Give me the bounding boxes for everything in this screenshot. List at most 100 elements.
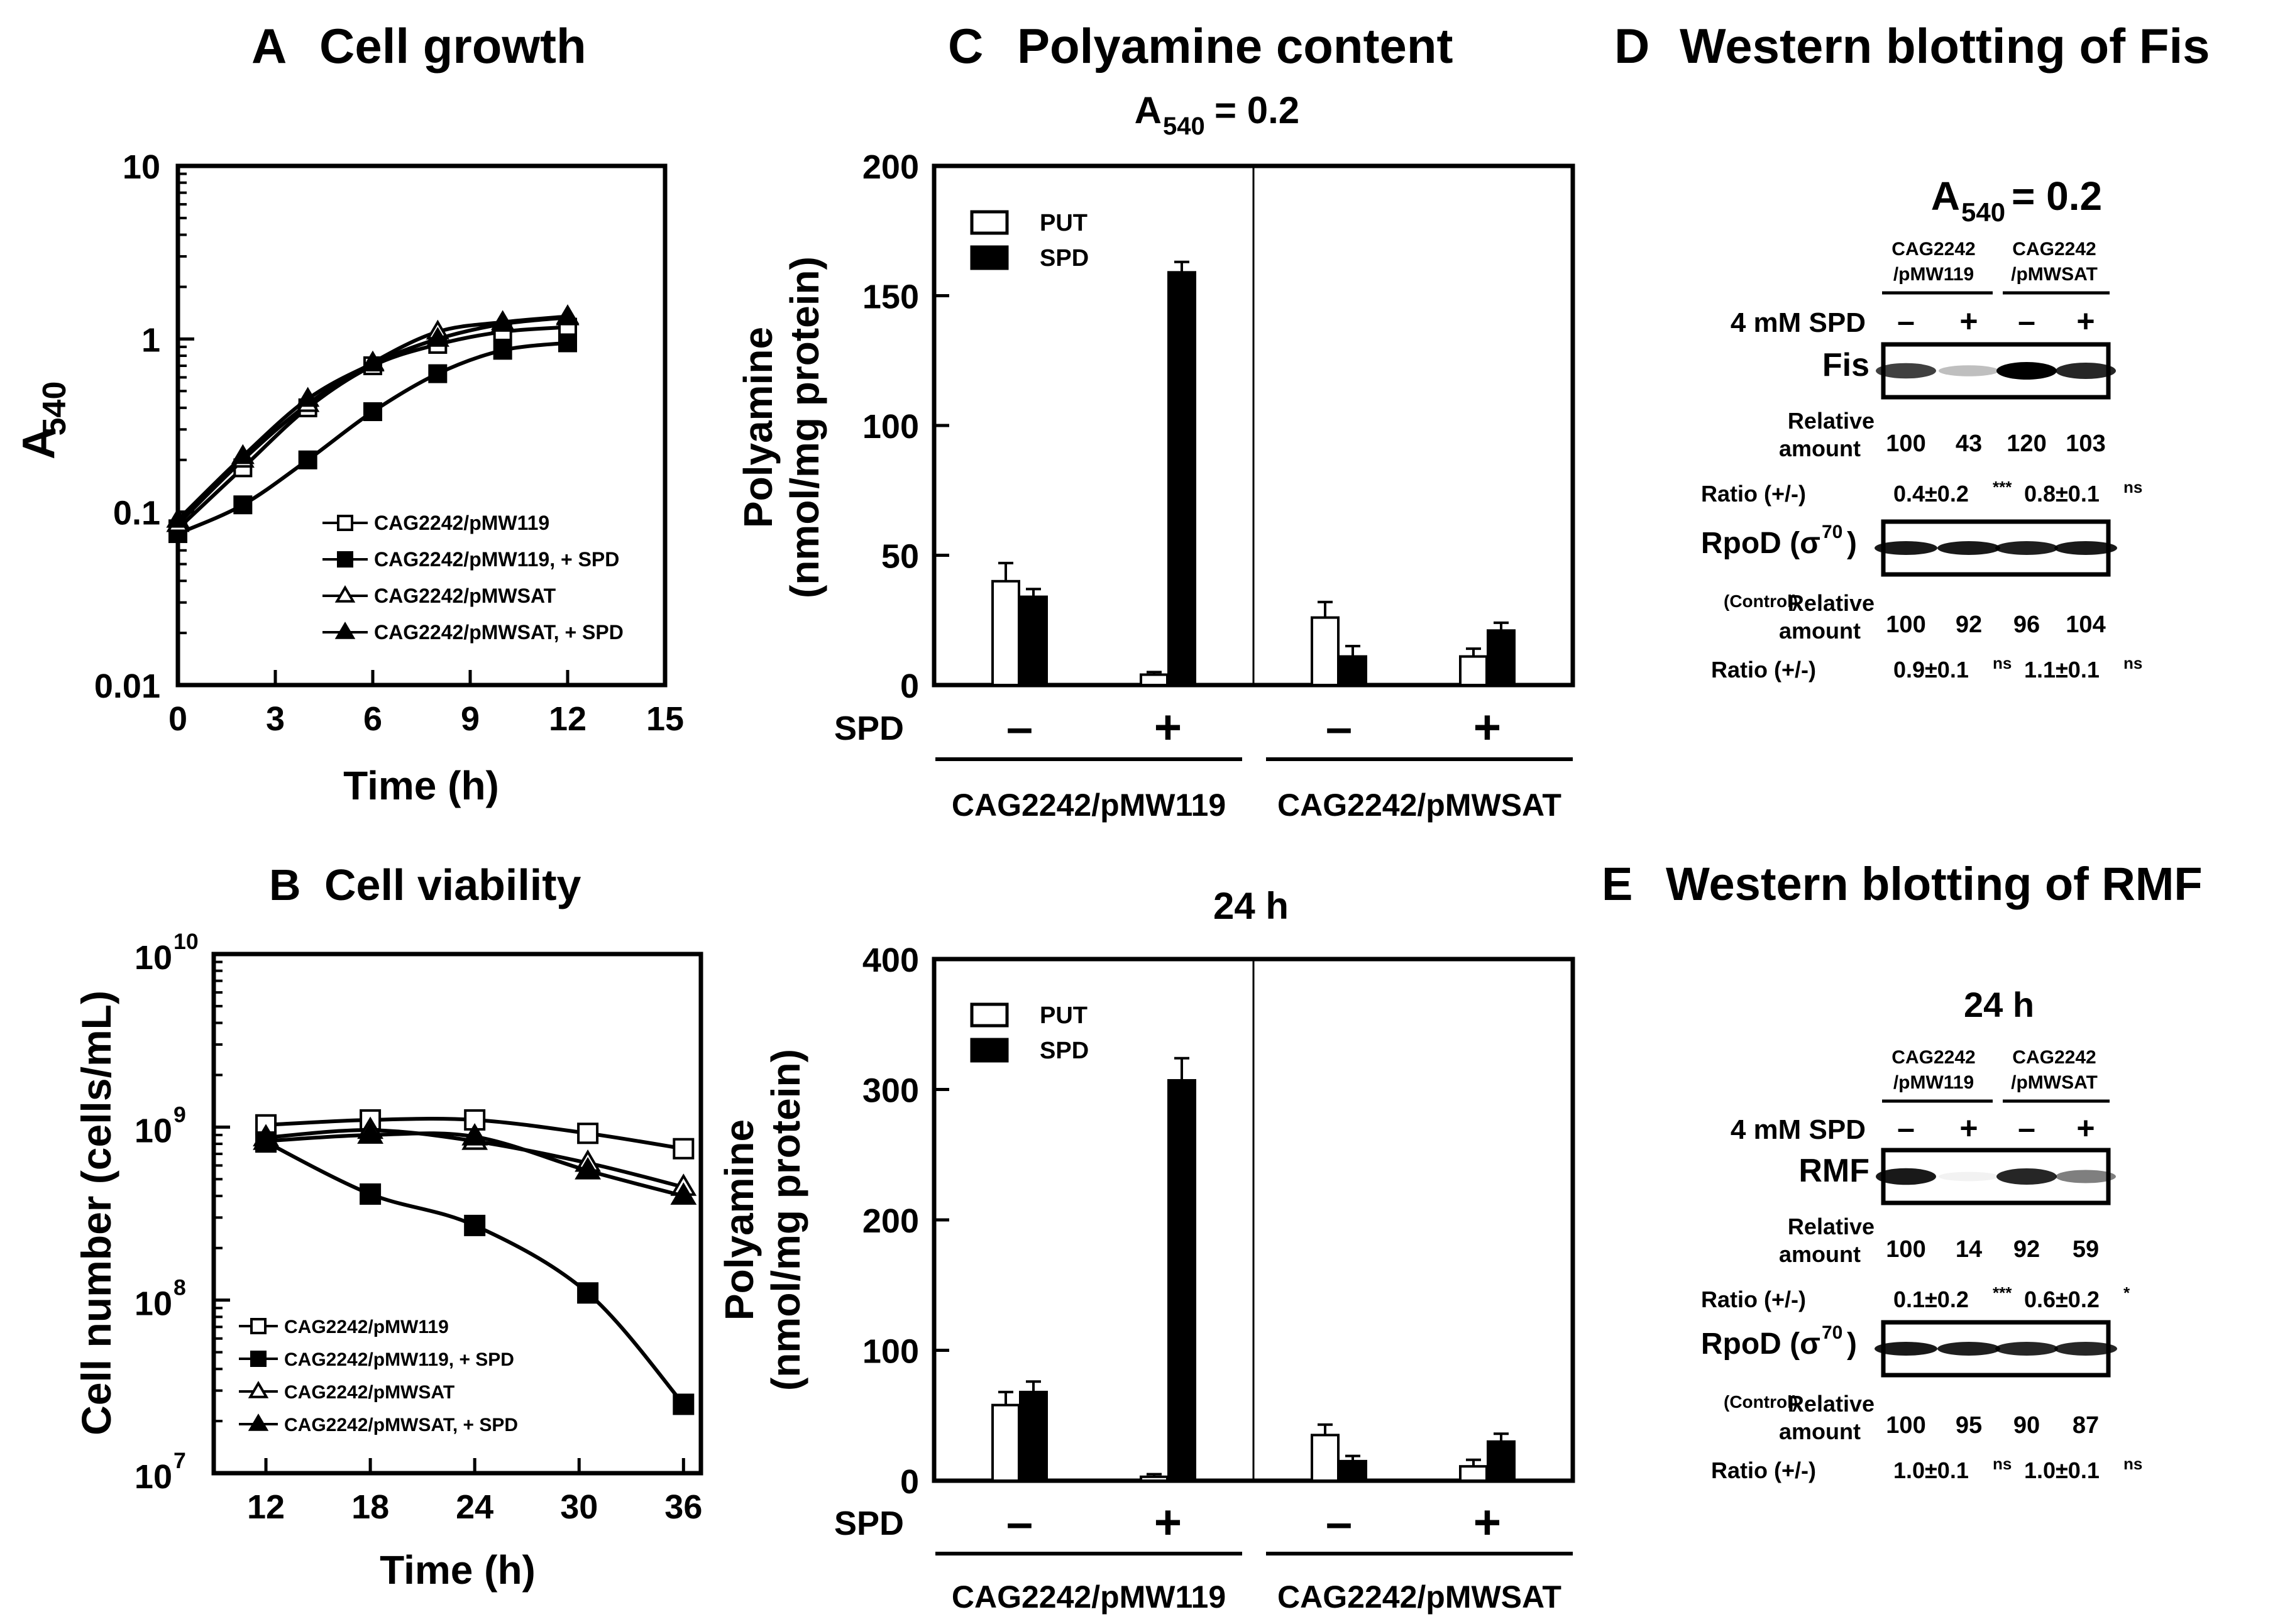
y-tick-label: 0.1 <box>113 495 160 532</box>
polyamine-content-24h-chart: 24 h 0 100 200 300 400 PUT SPD – + – + SPD CAG2242… <box>717 885 1575 1615</box>
y-tick-label: 1 <box>141 321 160 359</box>
spd-bar <box>1019 1390 1048 1482</box>
x-tick-label: 3 <box>266 700 285 738</box>
cell-viability-frame <box>211 952 703 1476</box>
y-tick-label: 150 <box>862 278 919 316</box>
y-tick-label: 0 <box>900 667 919 705</box>
spd-bar <box>1019 595 1048 687</box>
spd-sign: + <box>1154 1496 1182 1549</box>
target-protein-label: Fis <box>1822 347 1869 383</box>
target-relative-value: 14 <box>1956 1236 1982 1263</box>
data-point-filled-square <box>233 495 253 515</box>
legend-put-swatch <box>970 210 1009 235</box>
spd-bar <box>1487 629 1516 687</box>
put-bar <box>1311 1434 1340 1482</box>
spd-bar <box>1338 655 1367 686</box>
fis-condition-sub: 540 <box>1961 197 2005 227</box>
series-filled-triangle <box>166 305 580 528</box>
relative-label-line-1: Relative <box>1788 1391 1875 1417</box>
legend-spd-swatch <box>970 1038 1009 1063</box>
control-ratio-1-significance: ns <box>1993 654 2012 672</box>
series-filled-square <box>255 1131 695 1415</box>
data-point-filled-square <box>577 1282 599 1304</box>
spd-sign: – <box>1326 701 1352 754</box>
relative-label-line-1: Relative <box>1788 590 1875 616</box>
put-bar <box>1140 673 1169 686</box>
target-relative-value: 92 <box>2013 1236 2040 1263</box>
y-tick-label: 100 <box>862 408 919 446</box>
cell-growth-y-label-main: A <box>14 427 64 459</box>
legend-label: CAG2242/pMWSAT, + SPD <box>284 1415 518 1435</box>
data-point-filled-square <box>363 402 382 422</box>
data-point-filled-square <box>673 1393 695 1415</box>
target-band <box>1876 363 1936 379</box>
relative-label-line-1: Relative <box>1788 1214 1875 1239</box>
y-tick-label-base: 10 <box>135 939 172 977</box>
control-protein-label-close: ) <box>1847 1327 1857 1361</box>
relative-label-line-2: amount <box>1779 436 1861 461</box>
x-tick-label: 0 <box>168 700 187 738</box>
y-tick-label-exponent: 7 <box>173 1448 186 1473</box>
y-tick-label: 300 <box>862 1072 919 1110</box>
fis-condition-rest: = 0.2 <box>2012 173 2102 219</box>
panel-c-title: Polyamine content <box>1017 18 1453 74</box>
panel-b-title: Cell viability <box>324 860 581 909</box>
legend-label: CAG2242/pMW119, + SPD <box>374 548 619 571</box>
x-tick-label: 18 <box>351 1488 389 1526</box>
data-point-filled-triangle <box>491 312 515 332</box>
polyamine-a540-y-label-1: Polyamine <box>735 327 781 528</box>
strain-label: CAG2242/pMW119 <box>952 1579 1226 1615</box>
cell-viability-y-label: Cell number (cells/mL) <box>73 990 119 1435</box>
y-tick-label-exponent: 8 <box>173 1275 186 1300</box>
x-tick-label: 9 <box>461 700 480 738</box>
control-band <box>2054 1342 2117 1356</box>
control-tag: (Control) <box>1724 1392 1798 1412</box>
cell-growth-frame <box>175 163 668 688</box>
spd-sign: – <box>1006 701 1033 754</box>
control-protein-label: RpoD (σ <box>1701 1327 1820 1361</box>
panel-b-letter: B <box>269 860 301 909</box>
panel-e-title: Western blotting of RMF <box>1666 858 2203 910</box>
control-protein-sigma-superscript: 70 <box>1822 1322 1842 1343</box>
y-tick-label: 10 <box>123 148 160 186</box>
spd-sign: + <box>1959 304 1978 339</box>
panel-e-letter: E <box>1602 858 1633 910</box>
data-point-filled-triangle <box>556 305 580 326</box>
target-ratio-label: Ratio (+/-) <box>1701 481 1806 507</box>
data-point-filled-triangle <box>461 1122 488 1146</box>
control-ratio-2-significance: ns <box>2123 1454 2142 1473</box>
target-band <box>1939 1171 1999 1182</box>
polyamine-24h-categories: – + – + SPD CAG2242/pMW119 CAG2242/pMWSAT <box>834 1496 1573 1615</box>
legend-label: CAG2242/pMW119 <box>284 1317 449 1337</box>
legend-marker-filled-triangle <box>334 622 356 639</box>
strain-2-name-line-1: CAG2242 <box>2012 239 2096 260</box>
spd-bar <box>1167 1078 1196 1482</box>
control-protein-sigma-superscript: 70 <box>1822 522 1842 542</box>
data-point-filled-square <box>464 1214 486 1236</box>
legend-label: CAG2242/pMWSAT <box>374 584 556 607</box>
polyamine-a540-categories: – + – + SPD CAG2242/pMW119 CAG2242/pMWSAT <box>834 701 1573 823</box>
target-relative-value: 120 <box>2007 431 2046 457</box>
spd-sign: – <box>1006 1496 1033 1549</box>
spd-sign: – <box>2018 304 2035 339</box>
legend-spd-swatch <box>970 245 1009 270</box>
legend-spd-label: SPD <box>1040 1038 1089 1064</box>
data-point-filled-square <box>558 333 577 353</box>
cell-growth-y-label: A 540 <box>14 381 73 459</box>
strain-label: CAG2242/pMWSAT <box>1277 1579 1561 1615</box>
cell-growth-x-axis: 0 3 6 9 12 15 <box>168 670 684 738</box>
polyamine-a540-y-label-2: (nmol/mg protein) <box>782 256 827 598</box>
control-ratio-2-significance: ns <box>2123 654 2142 672</box>
target-ratio-2-significance: * <box>2123 1283 2130 1302</box>
control-relative-value: 87 <box>2073 1412 2099 1439</box>
polyamine-a540-subtitle-main: A <box>1135 89 1162 131</box>
control-ratio-label: Ratio (+/-) <box>1711 657 1816 683</box>
y-tick-label-exponent: 10 <box>173 929 199 954</box>
spd-bar <box>1338 1459 1367 1482</box>
legend-marker-filled-triangle <box>248 1413 269 1431</box>
spd-sign: + <box>1473 701 1501 754</box>
cell-growth-y-label-sub: 540 <box>36 381 73 436</box>
legend-put-swatch <box>970 1002 1009 1028</box>
relative-label-line-2: amount <box>1779 618 1861 644</box>
